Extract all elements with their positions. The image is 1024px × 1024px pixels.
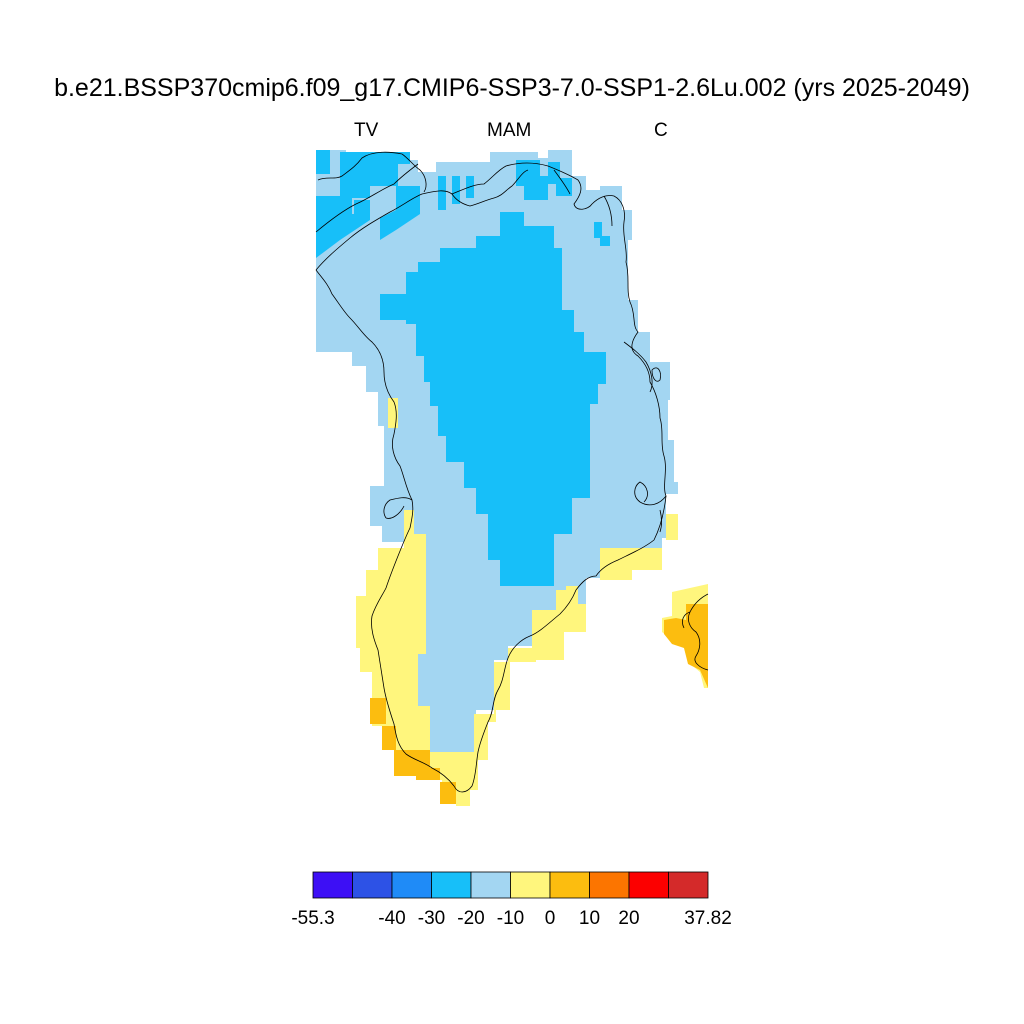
region-dark-blue-nw-c bbox=[316, 150, 330, 174]
region-orange-sw-a bbox=[370, 698, 386, 724]
region-orange-s bbox=[394, 750, 440, 780]
colorbar-label: -20 bbox=[457, 908, 484, 929]
colorbar-box bbox=[668, 871, 709, 899]
colorbar-label: 10 bbox=[579, 908, 600, 929]
region-dark-blue-n-b bbox=[438, 176, 446, 210]
colorbar-label: 37.82 bbox=[684, 908, 732, 929]
region-orange-sw-b bbox=[382, 726, 396, 750]
region-dark-blue-n-e bbox=[516, 160, 548, 200]
colorbar-label: 0 bbox=[545, 908, 556, 929]
colorbar-box bbox=[391, 871, 432, 899]
colorbar-label: -55.3 bbox=[291, 908, 334, 929]
colorbar-box bbox=[470, 871, 511, 899]
region-dark-blue-nw-a bbox=[340, 152, 410, 214]
colorbar-box bbox=[312, 871, 353, 899]
region-yellow-sw bbox=[356, 510, 586, 806]
plot-title: b.e21.BSSP370cmip6.f09_g17.CMIP6-SSP3-7.… bbox=[54, 74, 970, 102]
colorbar-label: 20 bbox=[618, 908, 639, 929]
colorbar-label: -10 bbox=[497, 908, 524, 929]
colorbar-box bbox=[352, 871, 393, 899]
colorbar-label: -40 bbox=[378, 908, 405, 929]
colorbar-box bbox=[549, 871, 590, 899]
region-dark-blue-ne bbox=[594, 222, 610, 246]
colorbar-box bbox=[510, 871, 551, 899]
region-yellow-se bbox=[600, 548, 662, 580]
subtitle-variable: TV bbox=[354, 120, 379, 141]
subtitle-season: MAM bbox=[487, 120, 532, 141]
region-dark-blue-n-a bbox=[380, 186, 420, 240]
region-orange-s-b bbox=[440, 782, 456, 804]
region-iceland-orange bbox=[664, 604, 708, 688]
region-dark-blue-interior bbox=[380, 212, 606, 586]
region-yellow-e-edge bbox=[666, 514, 678, 540]
colorbar-label: -30 bbox=[418, 908, 445, 929]
subtitle-units: C bbox=[654, 120, 668, 141]
colorbar-box bbox=[628, 871, 669, 899]
coastline bbox=[315, 151, 709, 793]
region-dark-blue-nw-b bbox=[316, 196, 370, 258]
colorbar-box bbox=[431, 871, 472, 899]
colorbar-box bbox=[589, 871, 630, 899]
